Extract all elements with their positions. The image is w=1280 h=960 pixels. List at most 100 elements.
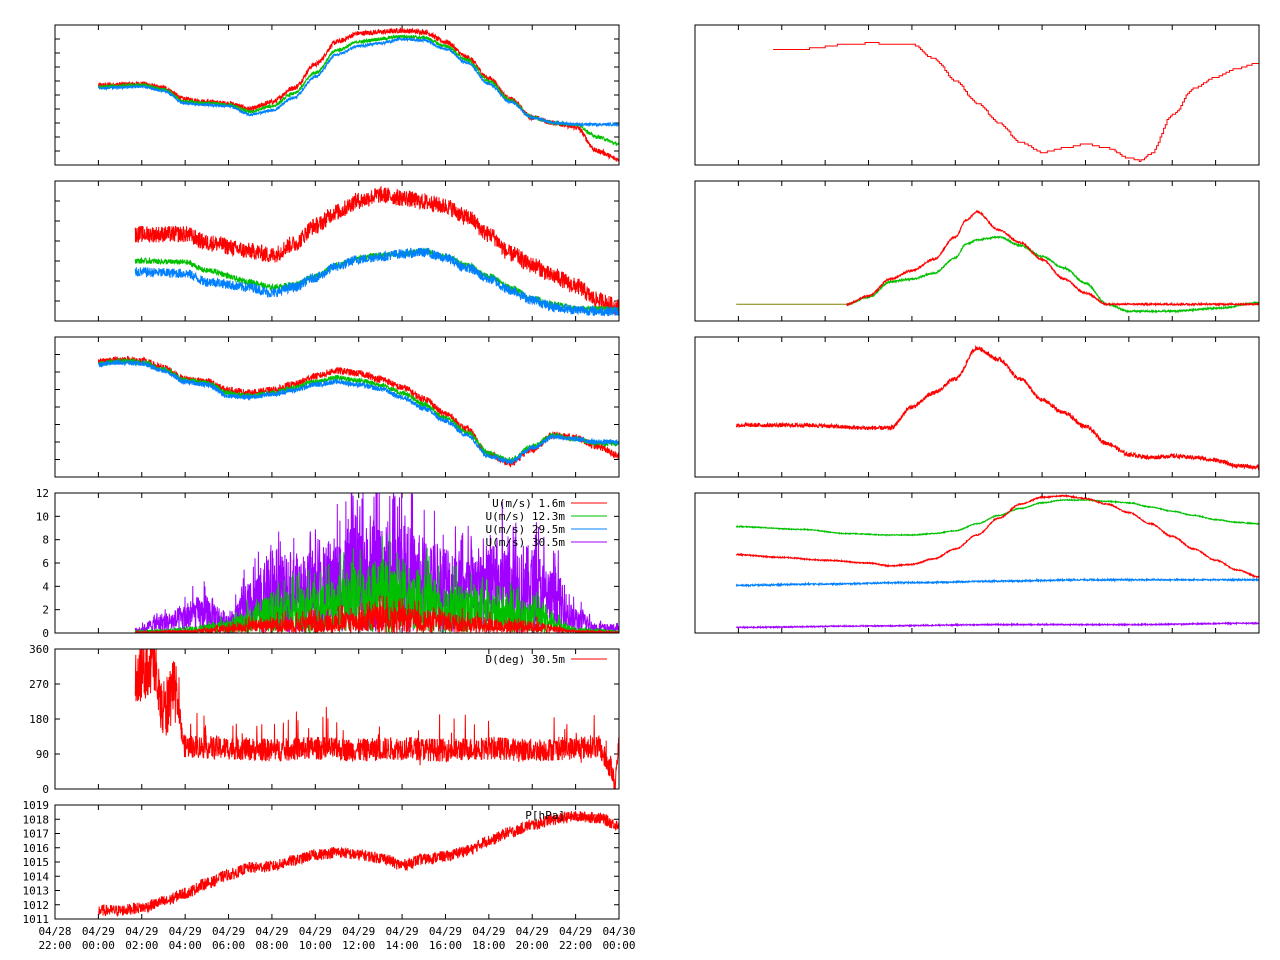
- series-line-red: [97, 810, 619, 918]
- series-line-red: [735, 344, 1259, 471]
- plot-frame: [694, 336, 1260, 478]
- y-tick-label: 180: [29, 713, 49, 726]
- plot-frame: [54, 648, 620, 790]
- plot-area: [134, 649, 619, 789]
- x-tick-label-time: 08:00: [255, 939, 288, 952]
- series-line-red: [134, 185, 619, 316]
- x-tick-label-date: 04/29: [516, 925, 549, 938]
- series-line-red: [735, 494, 1259, 580]
- y-tick-label: 10: [36, 510, 49, 523]
- x-tick-label-time: 04:00: [169, 939, 202, 952]
- series-line-blue: [97, 359, 619, 466]
- x-tick-label-date: 04/30: [602, 925, 635, 938]
- y-tick-label: 1016: [23, 842, 50, 855]
- y-tick-label: 1019: [23, 799, 50, 812]
- x-tick-label-date: 04/29: [429, 925, 462, 938]
- x-tick-label-time: 14:00: [386, 939, 419, 952]
- chart-panel-left-4: 0 2 4 6 8 10 12 U(m/s) 1.6mU(m/s) 12.3mU(m/s) 2…: [36, 487, 620, 640]
- series-line-green: [97, 34, 619, 147]
- plot-area: [735, 494, 1259, 630]
- legend-label: U(m/s) 12.3m: [486, 510, 566, 523]
- series-line-green: [846, 235, 1259, 314]
- y-tick-label: 1014: [23, 870, 50, 883]
- y-tick-label: 0: [42, 783, 49, 796]
- series-line-red: [97, 26, 619, 162]
- legend-label: U(m/s) 30.5m: [486, 536, 566, 549]
- chart-panel-left-2: [54, 180, 620, 322]
- y-tick-label: 4: [42, 580, 49, 593]
- x-tick-label-time: 22:00: [38, 939, 71, 952]
- plot-area: [134, 493, 619, 633]
- x-tick-label-time: 12:00: [342, 939, 375, 952]
- chart-panel-left-1: [54, 24, 620, 166]
- y-tick-label: 6: [42, 557, 49, 570]
- legend-label: D(deg) 30.5m: [486, 653, 566, 666]
- chart-panel-right-4: [694, 492, 1260, 634]
- x-tick-label-time: 20:00: [516, 939, 549, 952]
- series-line-red: [134, 649, 619, 789]
- plot-area: [97, 26, 619, 162]
- plot-area: [97, 355, 619, 468]
- x-tick-label-time: 00:00: [82, 939, 115, 952]
- x-tick-label-date: 04/29: [125, 925, 158, 938]
- y-tick-label: 12: [36, 487, 49, 500]
- x-tick-label-date: 04/29: [472, 925, 505, 938]
- plot-frame: [54, 492, 620, 634]
- y-tick-label: 1012: [23, 899, 50, 912]
- y-tick-label: 90: [36, 748, 49, 761]
- plot-frame: [54, 336, 620, 478]
- plot-frame: [54, 804, 620, 920]
- y-tick-label: 2: [42, 604, 49, 617]
- chart-panel-right-3: [694, 336, 1260, 478]
- x-tick-label-date: 04/29: [82, 925, 115, 938]
- plot-frame: [694, 180, 1260, 322]
- y-tick-label: 1013: [23, 885, 50, 898]
- series-line-purple: [736, 621, 1259, 630]
- plot-frame: [694, 492, 1260, 634]
- plot-frame: [54, 180, 620, 322]
- series-line-red: [135, 595, 619, 633]
- plot-frame: [54, 24, 620, 166]
- plot-area: [773, 42, 1259, 162]
- x-tick-label-time: 22:00: [559, 939, 592, 952]
- chart-panel-right-1: [694, 24, 1260, 166]
- series-line-blue: [97, 36, 619, 128]
- y-tick-label: 1015: [23, 856, 50, 869]
- y-tick-label: 1018: [23, 813, 50, 826]
- y-tick-label: 0: [42, 627, 49, 640]
- legend-label: P[hPa]: [525, 809, 565, 822]
- series-line-blue: [735, 577, 1259, 588]
- x-tick-label-date: 04/29: [255, 925, 288, 938]
- x-tick-label-time: 06:00: [212, 939, 245, 952]
- legend-label: U(m/s) 29.5m: [486, 523, 566, 536]
- y-tick-label: 270: [29, 678, 49, 691]
- x-tick-label-time: 16:00: [429, 939, 462, 952]
- chart-panel-left-3: [54, 336, 620, 478]
- plot-area: [97, 810, 619, 918]
- chart-panel-right-2: [694, 180, 1260, 322]
- plot-area: [736, 209, 1259, 314]
- x-tick-label-date: 04/29: [342, 925, 375, 938]
- series-line-blue: [134, 247, 619, 317]
- legend-label: U(m/s) 1.6m: [492, 497, 565, 510]
- x-tick-label-date: 04/29: [299, 925, 332, 938]
- x-tick-label-time: 02:00: [125, 939, 158, 952]
- x-tick-label-time: 10:00: [299, 939, 332, 952]
- series-line-red: [97, 355, 619, 468]
- x-tick-label-date: 04/29: [212, 925, 245, 938]
- chart-panel-left-5: 0 90 180 270 360 D(deg) 30.5m: [29, 643, 620, 796]
- x-tick-label-time: 18:00: [472, 939, 505, 952]
- x-tick-label-time: 00:00: [602, 939, 635, 952]
- y-tick-label: 8: [42, 534, 49, 547]
- y-tick-label: 1017: [23, 828, 50, 841]
- x-tick-label-date: 04/29: [169, 925, 202, 938]
- plot-frame: [694, 24, 1260, 166]
- y-tick-label: 360: [29, 643, 49, 656]
- x-tick-label-date: 04/29: [386, 925, 419, 938]
- x-tick-label-date: 04/29: [559, 925, 592, 938]
- series-line-red: [773, 42, 1259, 162]
- plot-area: [134, 185, 619, 317]
- series-line-green: [736, 498, 1259, 538]
